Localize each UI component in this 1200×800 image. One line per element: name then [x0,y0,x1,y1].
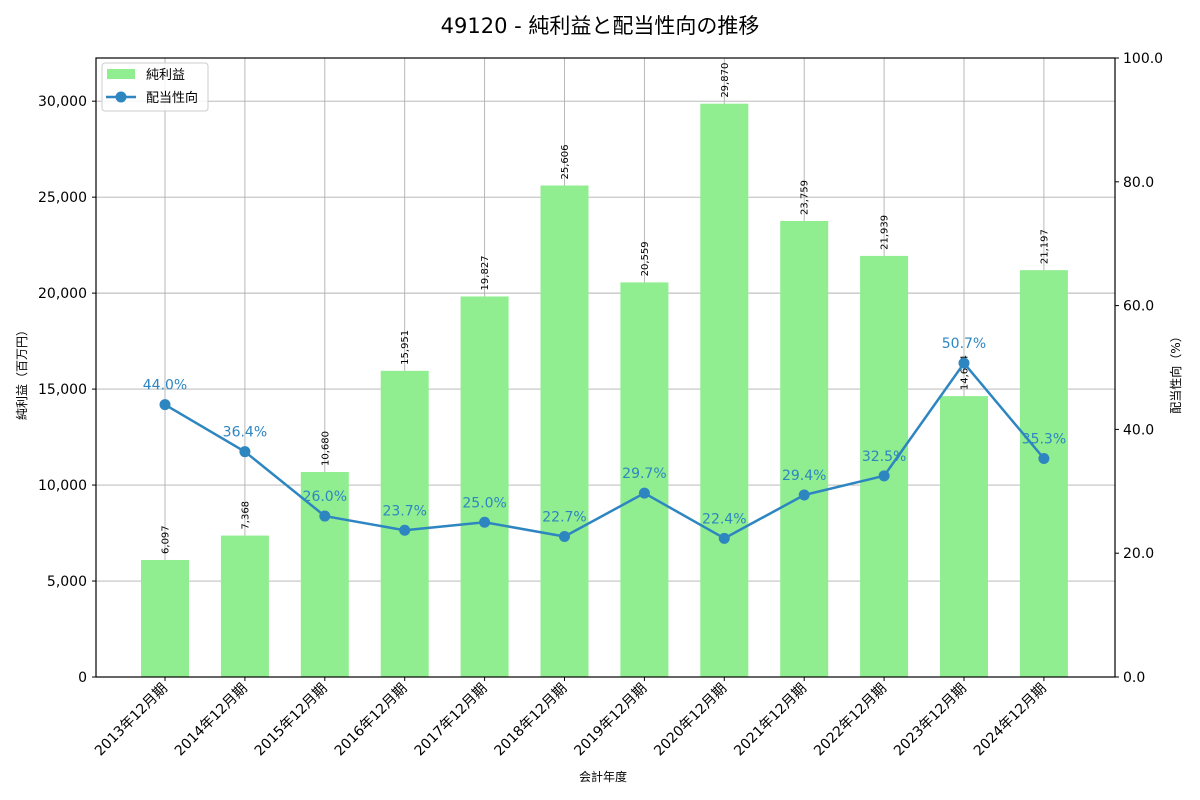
left-y-axis: 0 5,000 10,000 15,000 20,000 25,000 30,000 [38,94,96,686]
payout-ratio-label: 26.0% [303,489,347,505]
legend-label-net-income: 純利益 [146,68,185,83]
bar-value-label: 15,951 [400,330,411,365]
bar-value-label: 23,759 [800,180,811,215]
y-tick-label: 25,000 [38,190,87,206]
x-axis: 2013年12月期 2014年12月期 2015年12月期 2016年12月期 2017… [92,677,1050,759]
bar [220,535,269,677]
legend-label-payout-ratio: 配当性向 [146,90,198,106]
payout-ratio-line [164,361,1045,540]
payout-ratio-label: 22.7% [542,509,586,525]
payout-ratio-label: 29.4% [782,468,826,484]
y-tick-label: 20,000 [38,286,87,302]
bar [300,472,349,677]
payout-ratio-label: 23.7% [382,503,426,519]
data-point-marker [159,399,171,411]
bar-value-label: 21,939 [880,215,891,250]
x-tick-label: 2014年12月期 [172,681,251,760]
legend-bar-swatch [107,69,135,79]
payout-ratio-label: 25.0% [462,495,506,511]
payout-ratio-label: 22.4% [702,511,746,527]
right-y-axis-label: 配当性向（%） [1168,330,1183,413]
plot-frame [95,57,1116,678]
x-tick-label: 2024年12月期 [971,681,1050,760]
bar [940,396,988,677]
bar-value-label: 29,870 [720,63,731,98]
y2-tick-label: 60.0 [1123,299,1154,315]
y2-tick-label: 0.0 [1123,670,1145,686]
y-tick-label: 5,000 [47,574,87,590]
legend: 純利益 配当性向 [101,62,209,112]
x-tick-label: 2020年12月期 [651,681,730,760]
y2-tick-label: 20.0 [1123,546,1154,562]
bar [540,185,589,677]
bar [1019,270,1068,677]
data-point-marker [319,510,331,522]
data-point-marker [798,489,810,501]
line-series [159,357,1050,544]
data-point-marker [638,487,650,499]
bar [460,296,509,677]
payout-ratio-label: 44.0% [143,378,187,394]
y-tick-label: 0 [78,670,87,686]
x-tick-label: 2013年12月期 [92,681,171,760]
bar-value-label: 14,634 [960,355,971,390]
bar-series [141,103,1068,677]
data-point-marker [718,532,730,544]
left-y-axis-label: 純利益（百万円） [15,324,29,420]
bar [860,255,909,677]
line-value-labels: 44.0% 36.4% 26.0% 23.7% 25.0% 22.7% 29.7% 22.4%… [143,336,1066,527]
x-tick-label: 2022年12月期 [811,681,890,760]
payout-ratio-label: 35.3% [1022,431,1066,447]
x-tick-label: 2018年12月期 [492,681,571,760]
y-tick-label: 15,000 [38,382,87,398]
x-tick-label: 2019年12月期 [571,681,650,760]
bar-value-label: 6,097 [161,525,172,554]
data-point-marker [559,530,570,542]
y-tick-label: 30,000 [38,94,87,110]
bar-value-label: 19,827 [480,255,491,290]
bar-value-labels: 6,097 7,368 10,680 15,951 19,827 25,606 20,559… [161,63,1051,554]
y2-tick-label: 100.0 [1123,51,1163,67]
x-tick-label: 2015年12月期 [252,681,331,760]
payout-ratio-label: 36.4% [223,425,267,441]
bar-value-label: 21,197 [1039,229,1050,264]
payout-ratio-label: 29.7% [622,466,666,482]
y2-tick-label: 40.0 [1123,422,1154,438]
y-tick-label: 10,000 [38,478,87,494]
x-tick-label: 2021年12月期 [731,681,810,760]
bar-value-label: 7,368 [240,501,251,530]
bar [141,559,189,677]
bar [380,370,429,677]
legend-marker-icon [115,91,127,103]
bar-value-label: 10,680 [320,431,331,466]
x-tick-label: 2016年12月期 [332,681,411,760]
bar [780,220,829,677]
data-point-marker [399,524,411,536]
data-point-marker [479,516,491,528]
data-point-marker [878,470,890,482]
data-point-marker [239,446,251,458]
y2-tick-label: 80.0 [1123,175,1154,191]
bar [700,103,749,677]
data-point-marker [1038,452,1050,464]
chart-title: 49120 - 純利益と配当性向の推移 [441,14,760,38]
data-point-marker [958,357,970,369]
right-y-axis: 0.0 20.0 40.0 60.0 80.0 100.0 [1115,51,1163,686]
x-tick-label: 2017年12月期 [412,681,491,760]
payout-ratio-label: 32.5% [862,449,906,465]
x-tick-label: 2023年12月期 [891,681,970,760]
bar-value-label: 25,606 [560,145,571,180]
x-axis-label: 会計年度 [579,769,627,784]
bar [620,282,669,677]
payout-ratio-label: 50.7% [942,336,986,352]
bar-value-label: 20,559 [640,241,651,276]
